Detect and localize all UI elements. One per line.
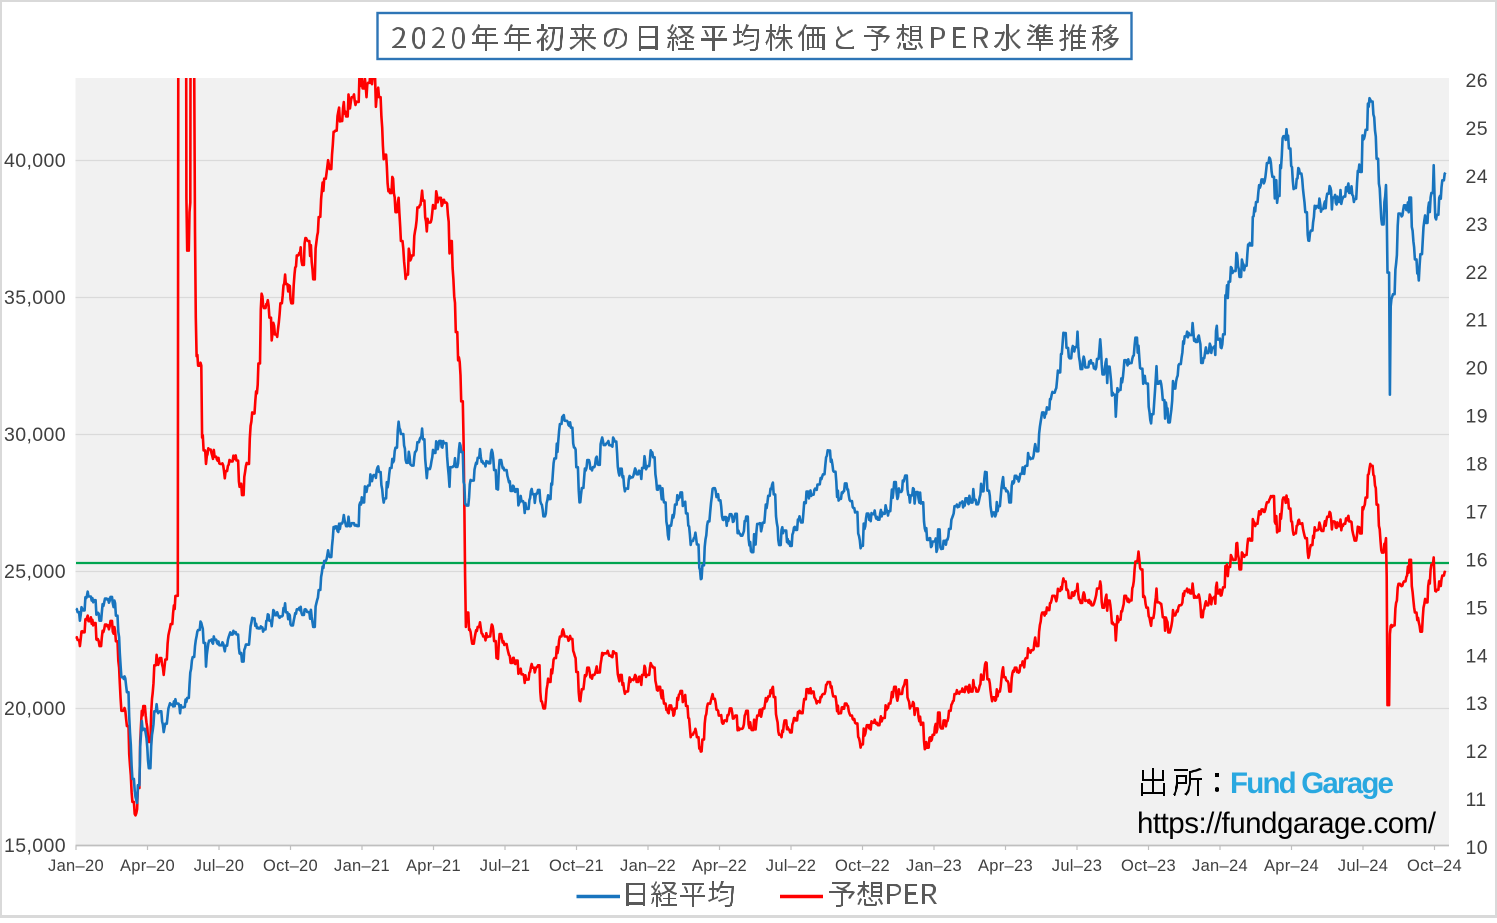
svg-text:Jan–24: Jan–24 — [1192, 857, 1248, 875]
svg-text:Jul–22: Jul–22 — [766, 857, 816, 875]
svg-text:Apr–24: Apr–24 — [1264, 857, 1319, 875]
svg-text:19: 19 — [1466, 406, 1489, 428]
svg-text:Apr–21: Apr–21 — [406, 857, 461, 875]
svg-text:Fund Garage: Fund Garage — [1230, 767, 1394, 800]
svg-text:26: 26 — [1466, 70, 1489, 92]
svg-text:10: 10 — [1466, 837, 1489, 859]
svg-text:Oct–23: Oct–23 — [1121, 857, 1176, 875]
svg-text:25: 25 — [1466, 118, 1489, 140]
svg-text:Jan–22: Jan–22 — [620, 857, 676, 875]
svg-text:Oct–24: Oct–24 — [1407, 857, 1462, 875]
svg-text:Jan–21: Jan–21 — [334, 857, 390, 875]
svg-text:24: 24 — [1466, 166, 1489, 188]
svg-text:22: 22 — [1466, 262, 1489, 284]
svg-text:Oct–21: Oct–21 — [549, 857, 604, 875]
svg-text:Jan–20: Jan–20 — [48, 857, 104, 875]
svg-text:Apr–22: Apr–22 — [692, 857, 747, 875]
svg-text:Jul–21: Jul–21 — [480, 857, 530, 875]
svg-text:25,000: 25,000 — [4, 561, 66, 583]
svg-text:Apr–20: Apr–20 — [120, 857, 175, 875]
svg-text:21: 21 — [1466, 310, 1489, 332]
svg-text:11: 11 — [1466, 789, 1487, 811]
svg-text:Jan–23: Jan–23 — [906, 857, 962, 875]
svg-text:17: 17 — [1466, 502, 1489, 524]
svg-text:14: 14 — [1466, 645, 1489, 667]
svg-text:16: 16 — [1466, 549, 1489, 571]
svg-text:20: 20 — [1466, 358, 1489, 380]
svg-text:Jul–20: Jul–20 — [194, 857, 244, 875]
svg-text:35,000: 35,000 — [4, 287, 66, 309]
svg-text:Oct–20: Oct–20 — [263, 857, 318, 875]
svg-text:Jul–24: Jul–24 — [1338, 857, 1388, 875]
svg-text:23: 23 — [1466, 214, 1489, 236]
svg-text:15: 15 — [1466, 597, 1489, 619]
svg-text:15,000: 15,000 — [4, 835, 66, 857]
svg-text:13: 13 — [1466, 693, 1489, 715]
svg-text:30,000: 30,000 — [4, 424, 66, 446]
svg-text:https://fundgarage.com/: https://fundgarage.com/ — [1137, 807, 1437, 840]
svg-text:Oct–22: Oct–22 — [835, 857, 890, 875]
svg-text:Apr–23: Apr–23 — [978, 857, 1033, 875]
svg-text:40,000: 40,000 — [4, 150, 66, 172]
svg-text:12: 12 — [1466, 741, 1489, 763]
svg-text:Jul–23: Jul–23 — [1052, 857, 1102, 875]
svg-text:20,000: 20,000 — [4, 698, 66, 720]
svg-text:18: 18 — [1466, 454, 1489, 476]
